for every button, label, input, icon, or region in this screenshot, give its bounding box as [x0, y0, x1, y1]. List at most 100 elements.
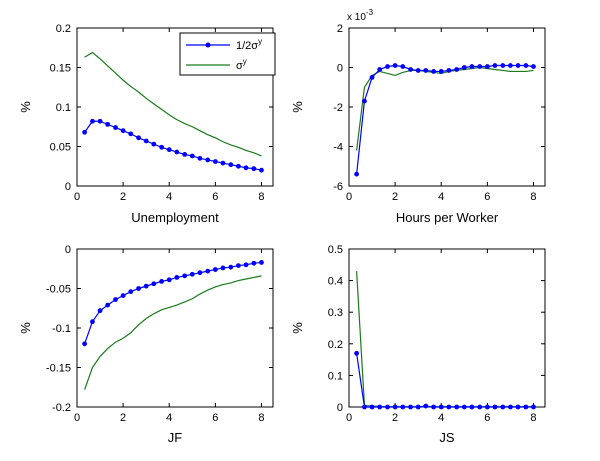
data-point-blue: [492, 63, 498, 68]
data-point-blue: [508, 63, 513, 68]
data-point-blue: [523, 404, 529, 410]
data-point-blue: [408, 67, 413, 72]
data-point-blue: [120, 293, 126, 299]
x-tick-label: 8: [530, 191, 536, 203]
data-point-blue: [531, 64, 536, 69]
data-point-blue: [523, 63, 529, 68]
x-tick-label: 2: [120, 191, 126, 203]
data-point-blue: [469, 64, 475, 69]
data-point-blue: [438, 69, 444, 74]
y-tick-label: -0.1: [52, 323, 71, 335]
series-line-green: [356, 66, 534, 151]
x-tick-label: 8: [258, 191, 264, 203]
y-tick-label: 0: [65, 244, 71, 256]
x-tick-label: 0: [346, 412, 352, 424]
y-tick-label: 0.2: [328, 339, 343, 351]
y-tick-label: -2: [333, 102, 343, 114]
data-point-blue: [143, 283, 149, 289]
legend-frame: [179, 32, 276, 76]
data-point-blue: [251, 260, 257, 266]
data-point-blue: [113, 125, 118, 130]
data-point-blue: [259, 167, 264, 173]
data-point-blue: [515, 404, 521, 410]
y-tick-label: -6: [333, 181, 343, 193]
data-point-blue: [105, 121, 111, 127]
x-tick-label: 4: [438, 191, 444, 203]
data-point-blue: [385, 64, 390, 69]
data-point-blue: [400, 404, 406, 410]
data-point-blue: [90, 319, 95, 325]
legend: 1/2σy σy: [179, 32, 276, 76]
data-point-blue: [251, 166, 257, 172]
data-point-blue: [174, 275, 180, 280]
data-point-blue: [143, 138, 149, 144]
data-point-blue: [189, 153, 195, 159]
x-tick-label: 8: [258, 412, 264, 424]
x-axis-label: JS: [439, 430, 455, 445]
data-point-blue: [423, 68, 429, 73]
data-point-blue: [236, 163, 241, 169]
panel-3: 0 2 4 6 8 -0.2 -0.15 -0.1 -0.05 0 JF%: [18, 244, 274, 445]
data-point-blue: [136, 286, 141, 291]
y-tick-label: 0.05: [50, 142, 71, 154]
x-tick-label: 0: [74, 191, 80, 203]
data-point-blue: [243, 262, 249, 268]
x-tick-label: 0: [346, 191, 352, 203]
x-tick-label: 2: [120, 412, 126, 424]
data-point-blue: [105, 302, 111, 308]
data-point-blue: [362, 98, 367, 104]
data-point-blue: [236, 263, 241, 268]
x-tick-label: 4: [166, 412, 172, 424]
axes-frame: [348, 27, 546, 187]
data-point-blue: [446, 68, 452, 73]
data-point-blue: [354, 350, 360, 356]
data-point-blue: [362, 404, 367, 410]
y-tick-label: 0.2: [56, 23, 71, 35]
data-point-blue: [182, 152, 188, 157]
y-tick-label: -4: [333, 142, 343, 154]
data-point-blue: [461, 404, 467, 410]
y-axis-label: %: [290, 101, 305, 113]
axes-frame: [76, 248, 274, 408]
data-point-blue: [82, 341, 88, 347]
data-point-blue: [136, 135, 141, 141]
data-point-blue: [431, 69, 437, 74]
data-point-blue: [369, 74, 375, 80]
data-point-blue: [212, 267, 218, 272]
panel-4: 0 2 4 6 8 0 0.1 0.2 0.3 0.4 0.5 JS%: [290, 244, 546, 445]
data-point-blue: [159, 144, 165, 150]
data-point-blue: [454, 67, 460, 72]
y-tick-label: 0.1: [56, 102, 71, 114]
data-point-blue: [228, 264, 234, 270]
axes-frame: [348, 248, 546, 408]
data-point-blue: [182, 273, 188, 279]
data-point-blue: [205, 157, 211, 163]
data-point-blue: [120, 128, 126, 134]
y-tick-label: -0.15: [46, 363, 71, 375]
y-tick-label: 0: [337, 63, 343, 75]
data-point-blue: [477, 404, 483, 410]
data-point-blue: [189, 271, 195, 277]
legend-marker-blue: [205, 42, 211, 48]
data-point-blue: [197, 270, 203, 276]
data-point-blue: [423, 403, 429, 409]
data-point-blue: [113, 297, 118, 302]
x-tick-label: 6: [484, 191, 490, 203]
data-point-blue: [469, 404, 475, 410]
data-point-blue: [377, 67, 383, 72]
data-point-blue: [392, 63, 398, 68]
data-point-blue: [461, 65, 467, 70]
data-point-blue: [166, 277, 172, 283]
data-point-blue: [212, 159, 218, 164]
data-point-blue: [377, 404, 383, 410]
x-tick-label: 4: [438, 412, 444, 424]
x-axis-label: Unemployment: [131, 210, 219, 225]
x-tick-label: 6: [212, 191, 218, 203]
data-point-blue: [128, 131, 134, 137]
data-point-blue: [90, 118, 95, 124]
data-point-blue: [259, 260, 264, 265]
y-tick-label: 0: [337, 402, 343, 414]
data-point-blue: [531, 404, 536, 410]
y-tick-label: 0.5: [328, 244, 343, 256]
